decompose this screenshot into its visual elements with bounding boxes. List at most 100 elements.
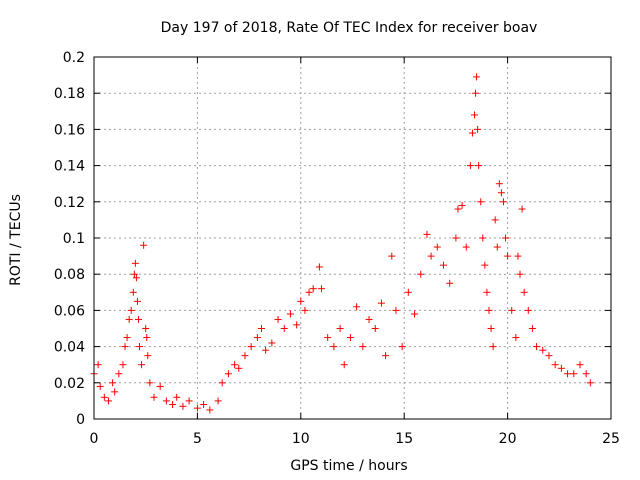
data-point <box>169 401 177 409</box>
data-point <box>439 261 447 269</box>
data-point <box>109 379 117 387</box>
data-point <box>142 325 150 332</box>
y-tick-label: 0.08 <box>54 267 85 283</box>
data-point <box>433 243 441 251</box>
data-point <box>293 321 301 329</box>
data-point <box>129 288 137 296</box>
data-point <box>516 270 524 278</box>
data-point <box>132 274 140 282</box>
data-point <box>533 343 541 351</box>
data-point <box>404 288 412 296</box>
data-point <box>539 346 547 354</box>
data-point <box>241 352 249 360</box>
data-point <box>388 252 396 260</box>
data-point <box>398 343 406 351</box>
data-point <box>468 129 476 137</box>
data-point <box>474 125 482 133</box>
data-point <box>224 370 232 378</box>
data-point <box>528 325 536 332</box>
x-tick-label: 20 <box>499 431 517 447</box>
data-point <box>140 241 148 249</box>
data-point <box>557 364 565 372</box>
data-point <box>247 343 255 351</box>
data-point <box>489 343 497 351</box>
data-point <box>512 334 520 342</box>
x-tick-labels: 0 5 10 15 20 25 <box>90 431 620 447</box>
x-tick-label: 10 <box>292 431 310 447</box>
data-point <box>115 370 123 378</box>
y-tick-labels: 0 0.02 0.04 0.06 0.08 0.1 0.12 0.14 0.16 0.18 0.2 <box>54 50 85 428</box>
data-point <box>411 310 419 318</box>
data-point <box>491 216 499 224</box>
axis-ticks <box>93 56 612 420</box>
data-point <box>268 339 276 347</box>
data-point <box>423 230 431 238</box>
data-point <box>324 334 332 342</box>
data-point <box>253 334 261 342</box>
data-point <box>497 189 505 197</box>
data-point <box>258 325 266 332</box>
data-point <box>185 397 193 405</box>
data-point <box>130 270 138 278</box>
data-point <box>104 397 112 405</box>
data-point <box>454 205 462 213</box>
data-point <box>518 205 526 213</box>
data-point <box>125 315 133 323</box>
data-point <box>280 325 288 332</box>
data-point <box>162 397 170 405</box>
data-point <box>193 404 201 412</box>
data-point <box>100 393 108 401</box>
data-point <box>317 285 325 293</box>
data-point <box>382 352 390 360</box>
data-point <box>493 243 501 251</box>
data-point <box>231 361 239 369</box>
y-tick-label: 0.06 <box>54 303 85 319</box>
data-point <box>504 252 512 260</box>
y-tick-label: 0.16 <box>54 122 85 138</box>
data-point <box>262 346 270 354</box>
y-tick-label: 0.04 <box>54 340 85 356</box>
data-point <box>353 303 361 311</box>
data-point <box>274 315 282 323</box>
data-point <box>545 352 553 360</box>
data-point <box>508 306 516 314</box>
data-point <box>206 406 214 414</box>
data-point <box>96 382 104 390</box>
data-point <box>346 334 354 342</box>
y-tick-label: 0.1 <box>63 231 85 247</box>
data-point <box>200 401 208 409</box>
data-point <box>119 361 127 369</box>
y-axis-label: ROTI / TECUs <box>8 194 24 286</box>
data-point <box>446 279 454 287</box>
data-point <box>214 397 222 405</box>
data-point <box>179 402 187 410</box>
data-point <box>502 234 510 242</box>
y-tick-label: 0.02 <box>54 376 85 392</box>
data-point <box>520 288 528 296</box>
data-point <box>336 325 344 332</box>
data-point <box>111 388 119 396</box>
x-axis-label: GPS time / hours <box>290 458 407 474</box>
data-point <box>483 288 491 296</box>
data-point <box>146 379 154 387</box>
data-point <box>340 361 348 369</box>
data-point <box>133 297 141 305</box>
chart-title: Day 197 of 2018, Rate Of TEC Index for r… <box>161 20 538 36</box>
data-point <box>427 252 435 260</box>
data-point <box>138 361 146 369</box>
data-point <box>305 288 313 296</box>
data-point <box>564 370 572 378</box>
data-point <box>144 352 152 360</box>
data-point <box>143 334 151 342</box>
data-point <box>475 162 483 170</box>
data-point <box>134 315 142 323</box>
data-point <box>477 198 485 206</box>
data-point <box>309 285 317 293</box>
x-tick-label: 0 <box>90 431 99 447</box>
data-point <box>235 364 243 372</box>
data-point <box>121 343 129 351</box>
data-points <box>90 73 594 414</box>
data-point <box>458 201 466 209</box>
data-point <box>487 325 495 332</box>
